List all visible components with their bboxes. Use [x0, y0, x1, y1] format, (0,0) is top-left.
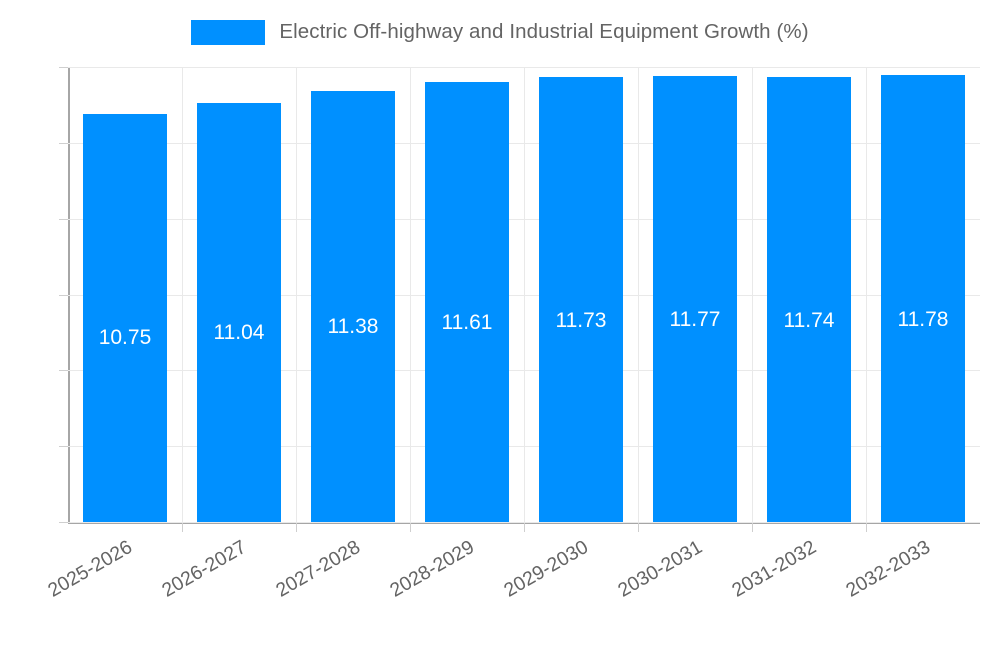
bar-value-label: 11.74	[783, 308, 835, 332]
bar-value-label: 10.75	[98, 325, 152, 349]
x-axis-tick-mark	[524, 523, 525, 532]
bar-value-label: 11.04	[213, 320, 265, 344]
x-axis-tick-mark	[296, 523, 297, 532]
bar[interactable]: 11.78	[880, 75, 966, 522]
y-axis-tick-mark	[59, 522, 68, 523]
x-axis-tick-mark	[410, 523, 411, 532]
bar[interactable]: 11.74	[766, 76, 852, 522]
legend-item[interactable]: Electric Off-highway and Industrial Equi…	[191, 19, 809, 45]
legend-color-swatch	[191, 19, 266, 45]
y-axis-tick-mark	[59, 446, 68, 448]
bar-value-label: 11.38	[327, 314, 379, 338]
bar[interactable]: 11.73	[538, 77, 624, 522]
bar-value-label: 11.77	[669, 308, 721, 332]
legend-item-label: Electric Off-highway and Industrial Equi…	[279, 20, 809, 43]
bar[interactable]: 11.38	[310, 90, 396, 522]
x-axis-tick-mark	[182, 523, 183, 532]
bar[interactable]: 10.75	[82, 114, 168, 522]
y-axis-tick-mark	[59, 67, 68, 68]
y-axis-tick-mark	[59, 294, 68, 296]
bar-value-label: 11.78	[897, 308, 949, 332]
x-axis-tick-mark	[866, 523, 867, 532]
chart-legend: Electric Off-highway and Industrial Equi…	[0, 14, 1000, 50]
y-axis-tick-mark	[59, 218, 68, 220]
bar-value-label: 11.73	[555, 308, 607, 332]
bar[interactable]: 11.61	[424, 81, 510, 522]
x-axis-tick-mark	[638, 523, 639, 532]
bar-value-label: 11.61	[441, 311, 493, 335]
y-axis-tick-mark	[59, 142, 68, 144]
y-axis-tick-mark	[59, 370, 68, 372]
bar[interactable]: 11.04	[196, 103, 282, 522]
plot-area: 10.75 11.04 11.38 11.61 11.73 11.77 11.74 11.78	[59, 67, 980, 523]
bar[interactable]: 11.77	[652, 75, 738, 522]
x-axis-tick-mark	[752, 523, 753, 532]
bar-chart: Electric Off-highway and Industrial Equi…	[0, 14, 1000, 602]
bar-series: 10.75 11.04 11.38 11.61 11.73 11.77 11.74 11.78	[68, 67, 980, 522]
